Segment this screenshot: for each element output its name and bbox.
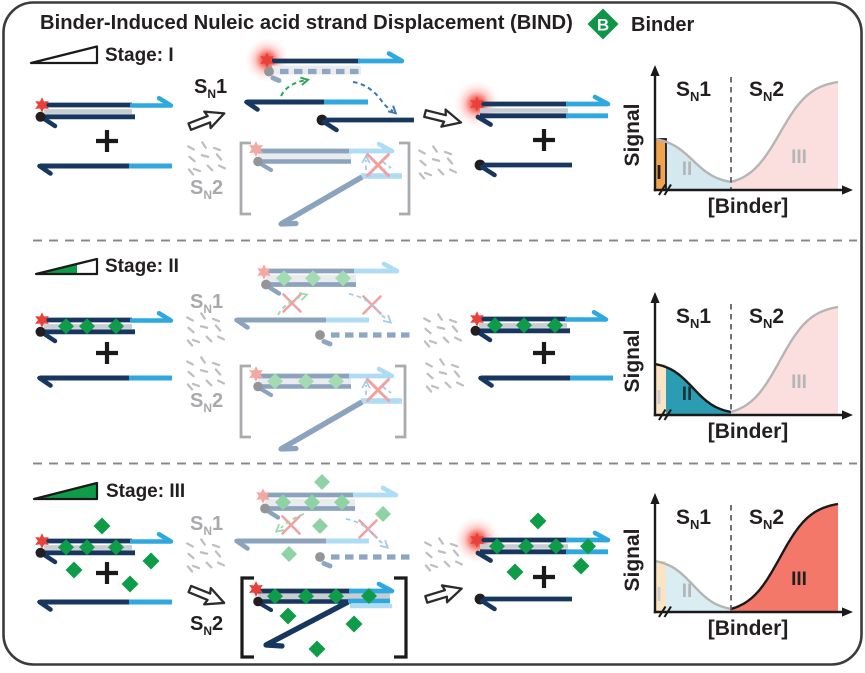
svg-text:Stage: II: Stage: II	[105, 256, 179, 277]
svg-text:III: III	[791, 372, 807, 393]
svg-text:III: III	[791, 147, 807, 168]
svg-text:Signal: Signal	[621, 329, 644, 392]
svg-text:III: III	[791, 569, 807, 590]
svg-text:II: II	[682, 384, 693, 405]
svg-text:II: II	[682, 581, 693, 602]
svg-text:II: II	[682, 159, 693, 180]
svg-text:I: I	[656, 387, 662, 409]
svg-text:Stage: III: Stage: III	[106, 481, 185, 502]
svg-text:[Binder]: [Binder]	[708, 195, 789, 218]
svg-text:SN2: SN2	[190, 390, 223, 415]
svg-text:SN1: SN1	[190, 291, 223, 316]
svg-text:Signal: Signal	[621, 528, 644, 591]
svg-text:Binder: Binder	[631, 14, 695, 36]
svg-text:I: I	[656, 162, 662, 184]
svg-text:SN2: SN2	[749, 506, 784, 532]
svg-text:Signal: Signal	[621, 103, 644, 166]
svg-text:[Binder]: [Binder]	[708, 617, 789, 640]
svg-text:[Binder]: [Binder]	[708, 420, 789, 443]
svg-text:Stage: I: Stage: I	[105, 45, 174, 66]
svg-text:B: B	[597, 16, 609, 35]
svg-text:I: I	[656, 584, 662, 606]
svg-text:Binder-Induced Nuleic acid str: Binder-Induced Nuleic acid strand Displa…	[40, 12, 573, 34]
